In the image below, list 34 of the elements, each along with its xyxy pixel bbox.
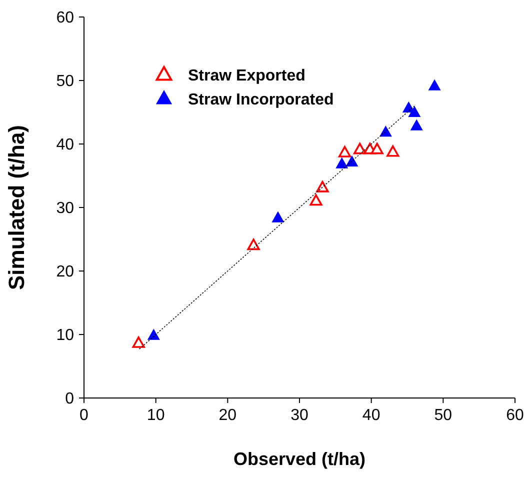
point xyxy=(336,158,348,168)
x-tick-label: 20 xyxy=(218,407,237,424)
y-axis-title: Simulated (t/ha) xyxy=(4,124,29,290)
y-tick-label: 40 xyxy=(56,136,74,154)
point xyxy=(316,180,329,192)
point xyxy=(346,156,358,167)
x-tick-label: 30 xyxy=(290,407,308,424)
point xyxy=(272,212,284,222)
point xyxy=(354,142,366,154)
y-tick-label: 50 xyxy=(56,73,74,90)
x-tick-label: 60 xyxy=(506,407,524,424)
y-tick-label: 60 xyxy=(56,10,74,27)
point xyxy=(310,194,322,206)
y-tick-label: 20 xyxy=(56,264,74,281)
x-tick-label: 50 xyxy=(434,407,452,424)
x-tick-label: 10 xyxy=(146,407,165,424)
point xyxy=(408,106,420,117)
point xyxy=(410,120,422,130)
legend-label: Straw Exported xyxy=(188,68,306,85)
point xyxy=(386,145,400,157)
x-tick-label: 0 xyxy=(80,407,89,424)
y-tick-label: 10 xyxy=(56,327,74,344)
point xyxy=(148,329,160,340)
point xyxy=(428,80,440,90)
x-axis-title: Observed (t/ha) xyxy=(233,449,366,469)
point xyxy=(338,146,352,158)
point xyxy=(380,126,392,137)
point xyxy=(247,238,260,250)
y-tick-label: 0 xyxy=(65,390,74,408)
y-tick-label: 30 xyxy=(56,200,74,218)
point xyxy=(132,336,145,348)
legend-label: Straw Incorporated xyxy=(188,92,334,109)
point xyxy=(370,142,384,154)
x-tick-label: 40 xyxy=(362,407,380,424)
